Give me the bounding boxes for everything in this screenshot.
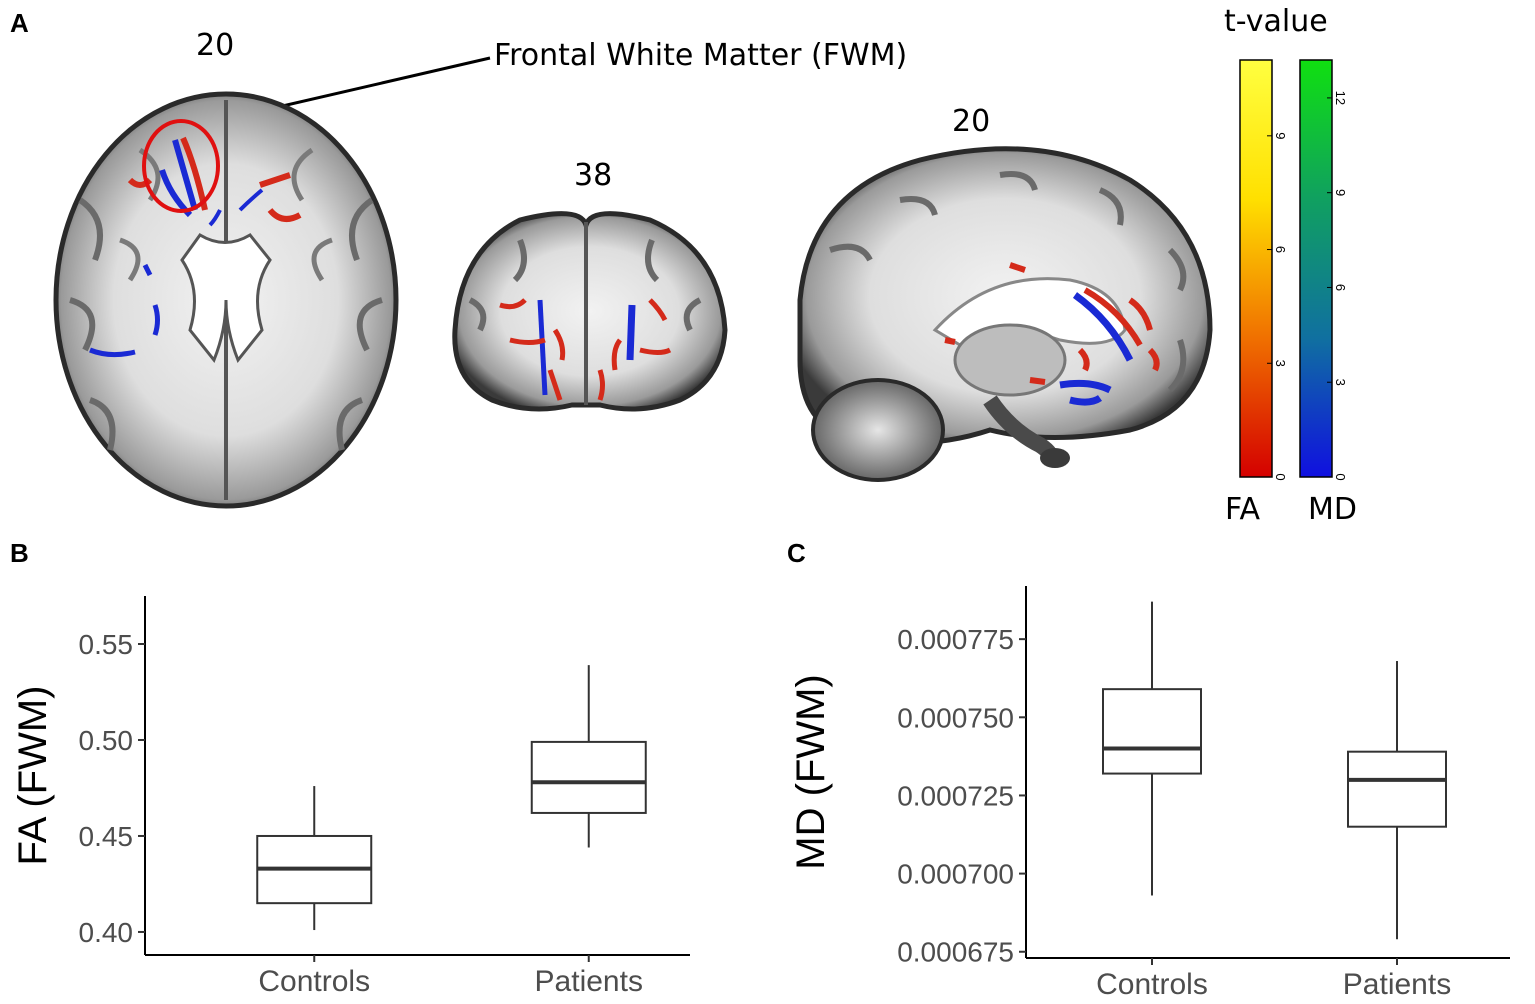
y-tick-label: 0.000750 xyxy=(897,702,1014,733)
panel-c-letter: C xyxy=(787,538,806,568)
x-tick-label: Patients xyxy=(535,965,643,998)
colorbar-tick-label: 6 xyxy=(1333,284,1348,291)
colorbar-gradient-fa xyxy=(1239,59,1273,478)
colorbar-tick-label: 12 xyxy=(1333,91,1348,105)
sagittal-slice-number: 20 xyxy=(952,104,991,139)
colorbar-tick-label: 9 xyxy=(1333,189,1348,196)
md-boxplot-chart: 0.000675 0.000700 0.000725 0.000750 0.000775… xyxy=(789,586,1510,1000)
colorbar-fa: 0 3 6 9 xyxy=(1239,59,1288,481)
colorbar-title: t-value xyxy=(1224,4,1328,39)
colorbar-tick-label: 6 xyxy=(1273,246,1288,253)
x-tick-label: Patients xyxy=(1343,968,1451,1000)
colorbar-tick-label: 0 xyxy=(1333,473,1348,480)
axial-brain-slice xyxy=(53,91,399,509)
colorbar-gradient-md xyxy=(1299,59,1333,478)
x-tick-label: Controls xyxy=(258,965,370,998)
panel-b-letter: B xyxy=(10,538,29,568)
fa-boxplot-chart: 0.40 0.45 0.50 0.55 FA (FWM) Controls Patients xyxy=(11,596,690,998)
colorbar-tick-label: 3 xyxy=(1273,360,1288,367)
colorbar-tick-label: 0 xyxy=(1273,473,1288,480)
fwm-callout-label: Frontal White Matter (FWM) xyxy=(494,38,908,73)
brain-images: 0 3 6 9 0 3 6 9 12 xyxy=(53,56,1348,509)
axial-slice-number: 20 xyxy=(196,28,235,63)
colorbar-md: 0 3 6 9 12 xyxy=(1299,59,1348,481)
y-tick-label: 0.000725 xyxy=(897,780,1014,811)
coronal-brain-slice xyxy=(452,211,728,412)
y-tick-label: 0.45 xyxy=(79,821,134,852)
fwm-roi-circle xyxy=(142,119,220,213)
colorbar-md-label: MD xyxy=(1308,492,1357,527)
colorbar-tick-label: 3 xyxy=(1333,379,1348,386)
box-patients xyxy=(530,740,647,814)
panel-a-letter: A xyxy=(10,8,29,38)
y-axis-label: FA (FWM) xyxy=(11,686,55,866)
y-tick-label: 0.40 xyxy=(79,917,134,948)
y-tick-label: 0.000775 xyxy=(897,624,1014,655)
y-tick-label: 0.50 xyxy=(79,725,134,756)
box-controls xyxy=(1102,688,1202,775)
sagittal-brain-slice xyxy=(797,146,1213,482)
coronal-slice-number: 38 xyxy=(574,158,613,193)
y-tick-label: 0.000700 xyxy=(897,859,1014,890)
y-tick-label: 0.000675 xyxy=(897,937,1014,968)
x-tick-label: Controls xyxy=(1096,968,1208,1000)
box-patients xyxy=(1347,750,1447,828)
colorbar-tick-label: 9 xyxy=(1273,132,1288,139)
y-tick-label: 0.55 xyxy=(79,629,134,660)
colorbar-fa-label: FA xyxy=(1225,492,1261,527)
y-axis-label: MD (FWM) xyxy=(789,674,833,869)
